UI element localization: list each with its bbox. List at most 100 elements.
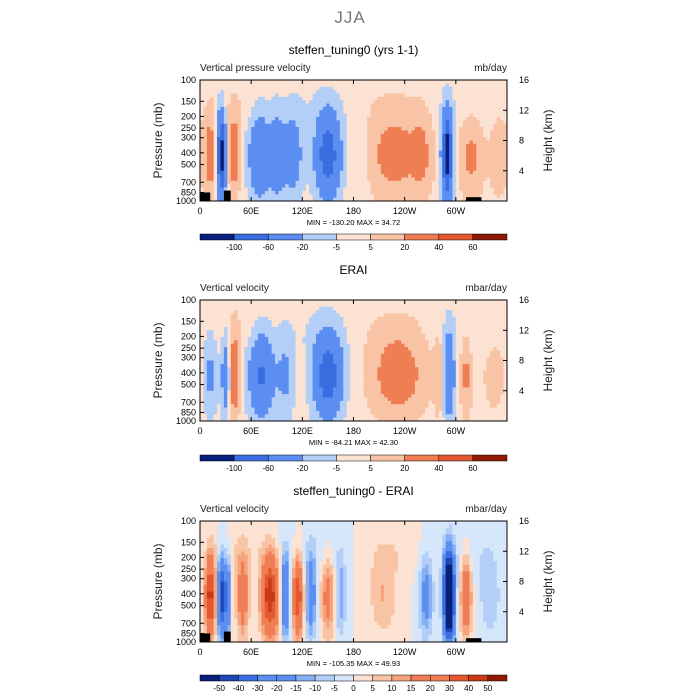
y-tick-label: 200 [181,331,196,341]
colorbar-swatch [199,674,220,682]
contour-field [200,300,508,422]
x-tick-label: 180 [346,426,361,436]
y-tick-label: 150 [181,537,196,547]
y-tick-label: 700 [181,618,196,628]
y-tick-label: 250 [181,123,196,133]
colorbar-swatch [302,233,337,241]
y-tick-label: 500 [181,160,196,170]
y-tick-label: 1000 [176,637,196,647]
y2-tick-label: 16 [519,516,529,526]
x-tick-label: 120W [393,426,417,436]
y-tick-label: 200 [181,111,196,121]
colorbar-label: -100 [226,464,243,473]
colorbar-swatch [370,454,405,462]
y-tick-label: 400 [181,368,196,378]
colorbar-label: -60 [262,464,274,473]
y2-tick-label: 16 [519,295,529,305]
y-axis-label: Pressure (mb) [151,102,165,178]
panel-left-label: Vertical velocity [200,504,269,515]
colorbar-swatch [404,233,440,241]
panel-right-label: mbar/day [465,283,507,294]
colorbar-swatch [404,454,440,462]
colorbar-swatch [472,454,508,462]
colorbar-label: 30 [445,684,454,693]
terrain-block [223,631,231,642]
y2-tick-label: 8 [519,136,524,146]
y2-tick-label: 8 [519,356,524,366]
colorbar-label: -30 [252,684,264,693]
contour-field [200,80,508,202]
y2-tick-label: 4 [519,386,524,396]
y2-tick-label: 16 [519,75,529,85]
panel-title: steffen_tuning0 - ERAI [293,484,414,498]
x-tick-label: 180 [346,647,361,657]
colorbar-swatch [218,674,239,682]
y-tick-label: 850 [181,628,196,638]
x-tick-label: 0 [197,426,202,436]
y-tick-label: 500 [181,601,196,611]
colorbar: -100 -60 -20 -5 5 20 40 60 [199,454,508,473]
y-tick-label: 850 [181,187,196,197]
colorbar-label: -20 [297,243,309,252]
y2-tick-label: 4 [519,607,524,617]
y-tick-label: 100 [181,516,196,526]
terrain-block [200,192,211,201]
colorbar-swatch [199,233,235,241]
y2-tick-label: 8 [519,577,524,587]
panel-right-label: mb/day [474,63,507,74]
y2-tick-label: 12 [519,105,529,115]
panel-title: steffen_tuning0 (yrs 1-1) [289,43,419,57]
colorbar-label: 5 [368,464,373,473]
colorbar-swatch [438,233,474,241]
x-tick-label: 120W [393,647,417,657]
colorbar-label: 15 [407,684,416,693]
x-tick-label: 60W [447,206,466,216]
x-tick-label: 120E [292,206,313,216]
panel-3: steffen_tuning0 - ERAI Vertical velocity m… [151,484,555,693]
y-tick-label: 400 [181,148,196,158]
colorbar-swatch [302,454,337,462]
colorbar-label: 10 [387,684,396,693]
x-tick-label: 180 [346,206,361,216]
terrain-block [223,190,231,201]
panel-title: ERAI [339,263,367,277]
colorbar-swatch [468,674,489,682]
colorbar-swatch [430,674,450,682]
colorbar-swatch [314,674,335,682]
y-tick-label: 700 [181,397,196,407]
colorbar-swatch [410,674,431,682]
panel-right-label: mbar/day [465,504,507,515]
x-tick-label: 0 [197,206,202,216]
colorbar-label: -5 [333,464,341,473]
colorbar-swatch [370,233,405,241]
x-tick-label: 60E [243,206,259,216]
y-tick-label: 500 [181,380,196,390]
panel-left-label: Vertical pressure velocity [200,63,311,74]
colorbar-label: 60 [468,243,477,252]
y2-tick-label: 12 [519,546,529,556]
y-tick-label: 150 [181,316,196,326]
figure-suptitle: JJA [334,8,366,27]
y-tick-label: 400 [181,589,196,599]
panel-2: ERAI Vertical velocity mbar/day 0 60E 120E 180… [151,263,555,473]
colorbar-swatch [438,454,474,462]
colorbar-label: 20 [400,464,409,473]
colorbar-swatch [336,233,371,241]
y-tick-label: 850 [181,407,196,417]
terrain-block [466,197,482,201]
y-tick-label: 150 [181,96,196,106]
contour-field [200,521,508,643]
colorbar-swatch [257,674,277,682]
y2-axis-label: Height (km) [541,329,555,391]
y-axis-label: Pressure (mb) [151,322,165,398]
min-max-label: MIN = -84.21 MAX = 42.30 [309,438,398,447]
y-tick-label: 300 [181,133,196,143]
colorbar-swatch [353,674,373,682]
colorbar-swatch [267,454,303,462]
x-tick-label: 60E [243,647,259,657]
terrain-block [466,638,482,642]
y-tick-label: 250 [181,564,196,574]
colorbar-swatch [449,674,469,682]
colorbar-swatch [238,674,258,682]
y-axis-label: Pressure (mb) [151,543,165,619]
